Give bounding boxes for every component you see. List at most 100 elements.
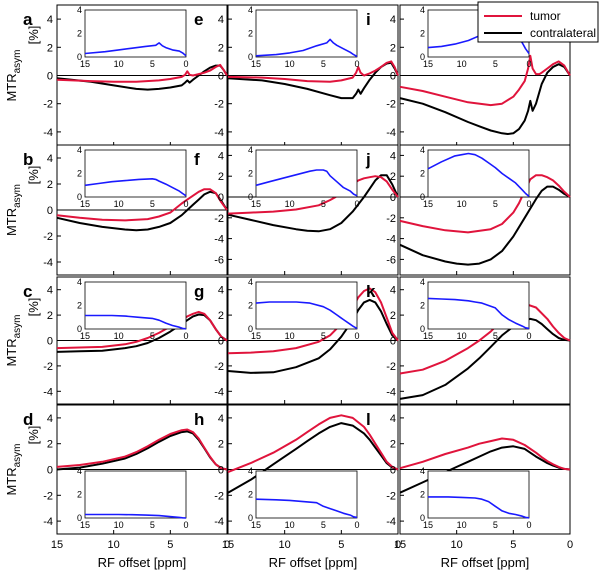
inset-y-tick-label: 2 (248, 169, 253, 179)
inset-x-tick-label: 0 (183, 520, 188, 530)
inset-y-tick-label: 0 (420, 52, 425, 62)
panel-letter: f (194, 150, 200, 169)
inset-l: 0 2 4 15 10 5 0 (420, 466, 532, 530)
x-tick-label: 0 (395, 539, 401, 551)
inset-y-tick-label: 0 (248, 52, 253, 62)
panel-letter: a (23, 10, 33, 29)
inset-x-tick-label: 5 (321, 199, 326, 209)
inset-x-tick-label: 10 (285, 199, 295, 209)
inset-y-tick-label: 4 (77, 277, 82, 287)
y-axis-unit: [%] (26, 166, 41, 185)
y-tick-label: 2 (218, 439, 224, 451)
y-tick-label: -4 (214, 516, 224, 528)
inset-difference-line (255, 301, 358, 330)
y-tick-label: 2 (218, 171, 224, 183)
inset-y-tick-label: 0 (420, 513, 425, 523)
series-line-tumor (399, 54, 571, 107)
y-axis-label: MTRasym (4, 49, 23, 101)
y-label-main: MTR (4, 338, 19, 366)
inset-difference-line (427, 152, 530, 198)
panel-b: 4 2 0 -2 -4 b 0 2 4 15 10 5 0 (23, 144, 228, 276)
inset-x-tick-label: 10 (114, 520, 124, 530)
y-tick-label: -4 (386, 234, 396, 246)
inset-x-tick-label: 15 (423, 520, 433, 530)
y-tick-label: 0 (218, 465, 224, 477)
inset-x-tick-label: 15 (251, 199, 261, 209)
inset-y-tick-label: 2 (77, 490, 82, 500)
y-tick-label: 4 (218, 150, 224, 162)
inset-j: 0 2 4 15 10 5 0 (420, 145, 532, 209)
x-axis-label: RF offset [ppm] (269, 555, 358, 570)
inset-difference-line (84, 42, 187, 57)
y-tick-label: -6 (386, 254, 396, 266)
inset-a: 0 2 4 15 10 5 0 (77, 5, 189, 69)
inset-x-tick-label: 0 (183, 199, 188, 209)
panel-l: 4 2 0 -2 -4 l 0 2 4 15 10 5 0 (366, 404, 571, 535)
panel-j: 4 2 0 -2 -4 -6 j 0 2 4 15 10 5 0 (365, 144, 571, 276)
y-tick-label: 2 (390, 171, 396, 183)
y-tick-label: 0 (47, 205, 53, 217)
inset-x-tick-label: 5 (321, 331, 326, 341)
y-label-main: MTR (4, 208, 19, 236)
inset-x-tick-label: 0 (526, 520, 531, 530)
inset-x-tick-label: 0 (526, 199, 531, 209)
inset-x-tick-label: 10 (285, 59, 295, 69)
y-tick-label: 4 (390, 413, 396, 425)
panel-e: 4 2 0 -2 -4 e 0 2 4 15 10 5 0 (194, 4, 399, 147)
inset-y-tick-label: 4 (420, 466, 425, 476)
inset-y-tick-label: 4 (248, 5, 253, 15)
inset-difference-line (85, 513, 187, 519)
x-tick-label: 15 (222, 539, 234, 551)
y-tick-label: -2 (214, 99, 224, 111)
series-line-tumor (56, 188, 228, 222)
inset-difference-line (428, 496, 530, 519)
y-tick-label: 2 (390, 439, 396, 451)
inset-x-tick-label: 10 (457, 520, 467, 530)
inset-x-tick-label: 5 (493, 59, 498, 69)
inset-x-tick-label: 10 (285, 331, 295, 341)
inset-x-tick-label: 15 (80, 199, 90, 209)
y-tick-label: 4 (390, 150, 396, 162)
panel-d: 4 2 0 -2 -4 d 0 2 4 15 10 5 0 (23, 404, 228, 535)
inset-y-tick-label: 0 (248, 324, 253, 334)
x-tick-label: 5 (167, 539, 173, 551)
series-line-contralateral (56, 190, 228, 232)
inset-y-tick-label: 2 (420, 490, 425, 500)
inset-x-tick-label: 15 (80, 331, 90, 341)
y-axis-label: MTRasym (4, 314, 23, 366)
panel-f: 4 2 0 -2 -4 -6 f 0 2 4 15 10 5 0 (194, 144, 399, 276)
x-tick-label: 10 (279, 539, 291, 551)
inset-y-tick-label: 4 (420, 145, 425, 155)
panel-letter: l (366, 410, 371, 429)
inset-x-tick-label: 5 (493, 199, 498, 209)
inset-x-tick-label: 0 (526, 331, 531, 341)
y-tick-label: 4 (47, 14, 53, 26)
y-axis-unit: [%] (26, 26, 41, 45)
series-line-tumor (227, 414, 399, 474)
panel-a: 4 2 0 -2 -4 a 0 2 4 15 10 5 0 (23, 4, 228, 147)
inset-frame (427, 149, 530, 198)
legend-label-contralateral: contralateral (530, 26, 596, 40)
inset-y-tick-label: 2 (77, 301, 82, 311)
inset-x-tick-label: 0 (183, 331, 188, 341)
y-tick-label: -4 (214, 127, 224, 139)
y-tick-label: 2 (218, 42, 224, 54)
inset-x-tick-label: 5 (150, 199, 155, 209)
series-line-contralateral (227, 174, 399, 233)
series-line-tumor (227, 60, 399, 83)
panel-letter: d (23, 410, 33, 429)
y-label-main: MTR (4, 467, 19, 495)
y-tick-label: -2 (214, 213, 224, 225)
panel-letter: h (194, 410, 204, 429)
inset-f: 0 2 4 15 10 5 0 (248, 145, 360, 209)
y-tick-label: 4 (218, 14, 224, 26)
inset-x-tick-label: 15 (423, 199, 433, 209)
inset-x-tick-label: 0 (354, 331, 359, 341)
inset-b: 0 2 4 15 10 5 0 (77, 145, 189, 209)
y-tick-label: 0 (390, 192, 396, 204)
inset-y-tick-label: 2 (420, 301, 425, 311)
y-tick-label: -2 (386, 490, 396, 502)
y-tick-label: -4 (214, 234, 224, 246)
y-tick-label: 0 (218, 71, 224, 83)
y-tick-label: -2 (214, 490, 224, 502)
